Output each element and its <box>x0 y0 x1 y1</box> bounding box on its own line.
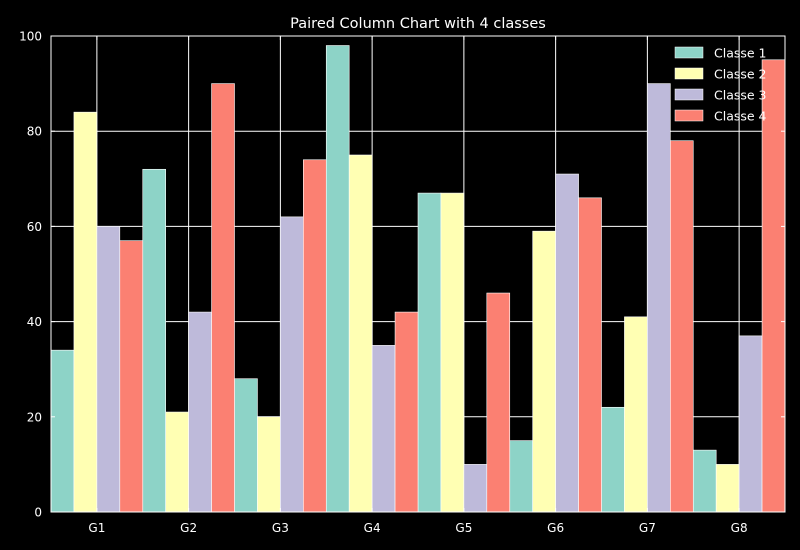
legend-label-series-4: Classe 4 <box>714 109 767 124</box>
bar-G7-series-2 <box>624 316 648 513</box>
bars <box>50 45 786 513</box>
bar-G3-series-2 <box>257 416 281 513</box>
y-tick-label: 60 <box>27 220 42 234</box>
bar-G8-series-1 <box>692 449 717 513</box>
bar-G4-series-2 <box>348 154 373 513</box>
bar-G6-series-2 <box>532 230 556 513</box>
bar-G1-series-4 <box>119 240 144 513</box>
x-tick-label: G4 <box>364 521 381 535</box>
bar-G4-series-3 <box>371 345 396 513</box>
bar-G8-series-2 <box>715 464 740 513</box>
legend-label-series-1: Classe 1 <box>714 46 767 61</box>
legend-label-series-3: Classe 3 <box>714 88 767 103</box>
legend-swatch-series-3 <box>674 88 704 101</box>
x-tick-label: G5 <box>455 521 472 535</box>
chart-title: Paired Column Chart with 4 classes <box>290 16 546 32</box>
bar-G7-series-1 <box>601 406 625 513</box>
bar-G7-series-3 <box>647 83 671 513</box>
axis-ticks: 0 20 40 60 80 100 G1 G2 G3 G4 G5 G6 G7 G8 <box>19 30 785 535</box>
bar-G2-series-3 <box>188 311 212 513</box>
x-tick-label: G6 <box>547 521 564 535</box>
x-tick-label: G1 <box>88 521 105 535</box>
legend[interactable]: Classe 1 Classe 2 Classe 3 Classe 4 <box>674 46 767 124</box>
legend-swatch-series-1 <box>674 46 704 59</box>
legend-swatch-series-2 <box>674 67 704 80</box>
bar-G3-series-4 <box>303 159 327 513</box>
bar-G6-series-1 <box>509 440 533 513</box>
bar-G1-series-1 <box>50 349 75 513</box>
x-tick-label: G3 <box>272 521 289 535</box>
bar-G8-series-3 <box>738 335 763 513</box>
y-tick-label: 20 <box>27 410 42 424</box>
bar-G1-series-3 <box>96 226 121 513</box>
legend-label-series-2: Classe 2 <box>714 67 767 82</box>
bar-G2-series-1 <box>142 168 166 513</box>
x-tick-label: G7 <box>639 521 656 535</box>
bar-G5-series-4 <box>486 292 511 513</box>
bar-G4-series-4 <box>394 311 419 513</box>
plot-frame <box>50 35 786 513</box>
bar-G2-series-2 <box>165 411 189 513</box>
y-tick-label: 40 <box>27 315 42 329</box>
x-tick-label: G2 <box>180 521 197 535</box>
bar-G2-series-4 <box>211 83 235 513</box>
bar-G3-series-1 <box>234 378 258 513</box>
y-tick-label: 100 <box>19 30 42 44</box>
bar-G7-series-4 <box>670 140 694 513</box>
bar-G3-series-3 <box>280 216 304 513</box>
bar-G6-series-3 <box>555 173 579 513</box>
bar-G4-series-1 <box>325 45 350 513</box>
legend-swatch-series-4 <box>674 109 704 122</box>
bar-G5-series-1 <box>417 192 442 513</box>
bar-G8-series-4 <box>761 59 786 513</box>
bar-G6-series-4 <box>578 197 602 513</box>
bar-G1-series-2 <box>73 111 98 513</box>
y-tick-label: 80 <box>27 125 42 139</box>
bar-G5-series-2 <box>440 192 465 513</box>
x-tick-label: G8 <box>731 521 748 535</box>
bar-G5-series-3 <box>463 464 488 513</box>
y-tick-label: 0 <box>34 506 42 520</box>
